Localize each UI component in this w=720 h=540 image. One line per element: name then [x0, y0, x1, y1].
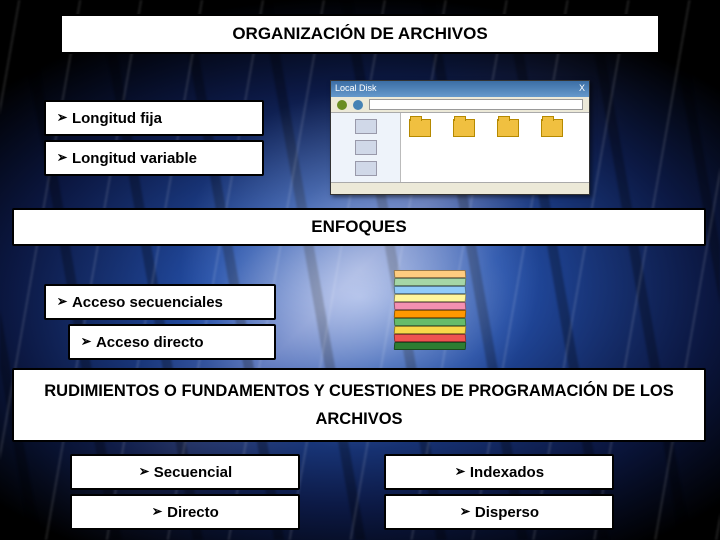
folder-icon: [453, 119, 475, 137]
bullet-indexados: ➢ Indexados: [384, 454, 614, 490]
bullet-arrow-icon: ➢: [139, 464, 149, 480]
bullet-label: Indexados: [470, 464, 544, 481]
bullet-label: Longitud fija: [72, 110, 162, 127]
bullet-acceso-directo: ➢ Acceso directo: [68, 324, 276, 360]
folder-item: [407, 119, 433, 176]
bullet-longitud-fija: ➢ Longitud fija: [44, 100, 264, 136]
section-enfoques: ENFOQUES: [12, 208, 706, 246]
paper-sheet: [394, 294, 467, 302]
paper-sheet: [394, 326, 467, 334]
slide: ORGANIZACIÓN DE ARCHIVOS ➢ Longitud fija…: [0, 0, 720, 540]
section-label: RUDIMIENTOS O FUNDAMENTOS Y CUESTIONES D…: [26, 377, 692, 433]
explorer-pane: [401, 113, 589, 182]
bullet-arrow-icon: ➢: [57, 110, 67, 126]
file-explorer-thumbnail: Local Disk X: [330, 80, 590, 195]
nav-back-icon: [337, 100, 347, 110]
bullet-acceso-secuenciales: ➢ Acceso secuenciales: [44, 284, 276, 320]
sidebar-icon: [355, 140, 377, 155]
bullet-secuencial: ➢ Secuencial: [70, 454, 300, 490]
paper-sheet: [394, 318, 467, 326]
folder-item: [451, 119, 477, 176]
bullet-longitud-variable: ➢ Longitud variable: [44, 140, 264, 176]
explorer-toolbar: [331, 97, 589, 113]
bullet-arrow-icon: ➢: [81, 334, 91, 350]
bullet-arrow-icon: ➢: [460, 504, 470, 520]
paper-sheet: [394, 302, 467, 310]
bullet-label: Longitud variable: [72, 150, 197, 167]
sidebar-icon: [355, 119, 377, 134]
bullet-disperso: ➢ Disperso: [384, 494, 614, 530]
folder-item: [495, 119, 521, 176]
paper-sheet: [394, 270, 467, 278]
paper-sheet: [394, 286, 467, 294]
folder-item: [539, 119, 565, 176]
folder-icon: [541, 119, 563, 137]
bullet-arrow-icon: ➢: [57, 294, 67, 310]
bullet-label: Disperso: [475, 504, 539, 521]
address-bar: [369, 99, 583, 110]
explorer-sidebar: [331, 113, 401, 182]
paper-sheet: [394, 278, 467, 286]
bullet-arrow-icon: ➢: [152, 504, 162, 520]
title-box: ORGANIZACIÓN DE ARCHIVOS: [60, 14, 660, 54]
bullet-label: Acceso secuenciales: [72, 294, 223, 311]
bullet-arrow-icon: ➢: [455, 464, 465, 480]
bullet-arrow-icon: ➢: [57, 150, 67, 166]
section-label: ENFOQUES: [311, 217, 406, 237]
close-icon: X: [579, 83, 585, 95]
bullet-directo: ➢ Directo: [70, 494, 300, 530]
title-text: ORGANIZACIÓN DE ARCHIVOS: [232, 24, 487, 44]
explorer-title: Local Disk: [335, 83, 377, 95]
folder-icon: [497, 119, 519, 137]
sidebar-icon: [355, 161, 377, 176]
explorer-statusbar: [331, 182, 589, 194]
bullet-label: Secuencial: [154, 464, 232, 481]
paper-stack-icon: [380, 258, 480, 350]
paper-sheet: [394, 342, 467, 350]
section-rudimientos: RUDIMIENTOS O FUNDAMENTOS Y CUESTIONES D…: [12, 368, 706, 442]
paper-sheet: [394, 334, 467, 342]
bullet-label: Directo: [167, 504, 219, 521]
folder-icon: [409, 119, 431, 137]
explorer-titlebar: Local Disk X: [331, 81, 589, 97]
bullet-label: Acceso directo: [96, 334, 204, 351]
nav-fwd-icon: [353, 100, 363, 110]
paper-sheet: [394, 310, 467, 318]
